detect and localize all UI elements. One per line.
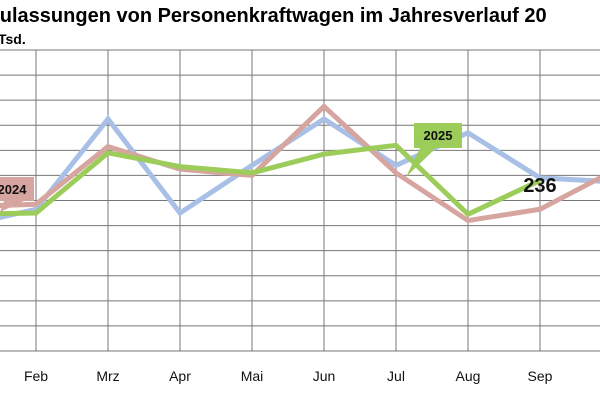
x-tick-label: Feb bbox=[24, 368, 48, 384]
series-label-2024: 2024 bbox=[0, 182, 27, 197]
x-tick-label: Mrz bbox=[96, 368, 119, 384]
x-tick-label: Jun bbox=[313, 368, 336, 384]
gridlines bbox=[0, 49, 600, 352]
series-labels: 2024 2025 236 bbox=[0, 123, 557, 212]
value-annotation: 236 bbox=[523, 175, 556, 197]
series-line-2025 bbox=[0, 142, 542, 218]
x-tick-label: Jul bbox=[387, 368, 405, 384]
x-tick-label: Apr bbox=[169, 368, 191, 384]
series-label-2025: 2025 bbox=[424, 128, 453, 143]
x-tick-label: Sep bbox=[528, 368, 553, 384]
x-axis-ticks: FebMrzAprMaiJunJulAugSepOkt bbox=[24, 368, 553, 384]
series-label-box-2025 bbox=[406, 123, 462, 177]
series-lines bbox=[0, 103, 600, 224]
x-tick-label: Aug bbox=[456, 368, 481, 384]
unit-label: Tsd. bbox=[0, 31, 26, 47]
x-tick-label: Mai bbox=[241, 368, 264, 384]
series-line-2023 bbox=[0, 114, 600, 220]
series-label-box-2024 bbox=[0, 177, 34, 212]
series-line-2024 bbox=[0, 103, 600, 224]
chart-title: Neuzulassungen von Personenkraftwagen im… bbox=[0, 5, 547, 27]
